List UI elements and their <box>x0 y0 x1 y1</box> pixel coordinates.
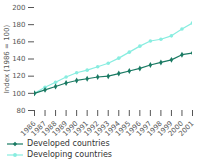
svg-text:2000: 2000 <box>166 119 185 138</box>
svg-text:120: 120 <box>12 72 25 80</box>
svg-text:1997: 1997 <box>135 119 154 138</box>
html-text:Developing countries: Developing countries <box>27 150 112 159</box>
svg-text:2001: 2001 <box>177 120 195 138</box>
svg-text:160: 160 <box>12 38 25 46</box>
svg-text:1992: 1992 <box>82 119 101 138</box>
svg-text:1990: 1990 <box>61 119 80 138</box>
svg-text:1987: 1987 <box>29 119 48 138</box>
svg-text:1998: 1998 <box>145 119 164 138</box>
svg-text:200: 200 <box>12 4 25 12</box>
svg-text:80: 80 <box>17 107 26 115</box>
svg-text:1995: 1995 <box>114 119 133 138</box>
svg-text:1989: 1989 <box>50 119 70 138</box>
svg-text:1991: 1991 <box>71 119 91 138</box>
svg-text:1988: 1988 <box>40 119 59 138</box>
svg-text:Index (1986 = 100): Index (1986 = 100) <box>3 25 11 94</box>
svg-text:140: 140 <box>12 55 25 63</box>
svg-text:1994: 1994 <box>103 119 122 138</box>
svg-text:100: 100 <box>12 90 25 98</box>
svg-text:1986: 1986 <box>19 119 38 138</box>
svg-text:1999: 1999 <box>156 119 175 138</box>
svg-text:1993: 1993 <box>93 119 112 138</box>
html-text:Developed countries: Developed countries <box>27 139 110 148</box>
svg-text:1996: 1996 <box>124 119 143 138</box>
svg-text:180: 180 <box>12 21 25 29</box>
